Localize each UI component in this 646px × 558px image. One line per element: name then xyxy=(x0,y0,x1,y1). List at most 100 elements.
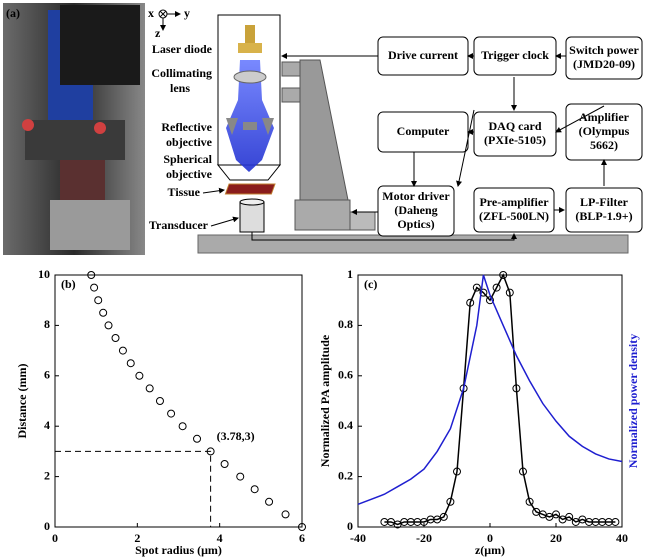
point xyxy=(178,422,187,431)
point xyxy=(99,308,108,317)
y-tick-label: 0.2 xyxy=(338,468,353,482)
box-label: Motor driver xyxy=(382,189,450,203)
x-tick-label: 0 xyxy=(52,531,58,545)
annotation-guide xyxy=(55,450,212,527)
panel-label: (c) xyxy=(364,277,377,291)
box-label: DAQ card xyxy=(489,119,542,133)
point xyxy=(525,497,534,506)
point xyxy=(220,460,229,468)
point xyxy=(193,434,202,443)
point xyxy=(439,512,448,521)
component-labels: Laser diode Collimating lens Reflective … xyxy=(149,42,239,232)
point xyxy=(90,283,99,292)
box-label: (ZFL-500LN) xyxy=(479,209,549,223)
y-tick-label: 2 xyxy=(44,468,50,482)
x-tick-label: 4 xyxy=(217,531,223,545)
plot-frame xyxy=(54,274,303,528)
component-label: Transducer xyxy=(149,218,209,232)
box-label: Switch power xyxy=(569,43,639,57)
x-tick-label: 6 xyxy=(299,531,305,545)
box-label: 5662) xyxy=(590,138,618,152)
point xyxy=(104,321,113,330)
box-label: Pre-amplifier xyxy=(479,195,549,209)
connectors xyxy=(251,53,607,241)
box-label: Drive current xyxy=(388,48,458,62)
point xyxy=(265,497,274,506)
box-label: (Olympus xyxy=(579,124,630,138)
optics xyxy=(197,14,629,254)
x-tick-label: 0 xyxy=(487,531,493,545)
box xyxy=(565,187,643,233)
point xyxy=(111,334,120,342)
point xyxy=(611,517,620,526)
y-tick-label: 4 xyxy=(44,418,50,432)
point xyxy=(167,409,176,418)
point xyxy=(505,288,514,297)
series-line xyxy=(357,274,623,506)
component-label: objective xyxy=(166,167,213,181)
y-tick-label: 6 xyxy=(44,368,50,382)
point xyxy=(118,346,127,355)
box-label: Optics) xyxy=(397,217,434,231)
axis-label: x xyxy=(148,6,154,20)
box-label: (BLP-1.9+) xyxy=(575,209,632,223)
x-axis-label: Spot radius (μm) xyxy=(135,543,222,557)
y-tick-label: 8 xyxy=(44,317,50,331)
point xyxy=(87,271,96,279)
photo xyxy=(3,3,145,255)
panel-label: (a) xyxy=(6,6,20,20)
point xyxy=(492,283,501,292)
x-tick-label: -20 xyxy=(416,531,432,545)
box-label: (PXIe-5105) xyxy=(484,133,546,147)
point xyxy=(281,510,290,519)
point xyxy=(94,296,103,305)
component-label: lens xyxy=(170,81,190,95)
y-tick-label: 0.8 xyxy=(338,317,353,331)
component-label: Reflective xyxy=(161,120,212,134)
component-label: Tissue xyxy=(168,185,201,199)
y-tick-label: 0.6 xyxy=(338,368,353,382)
box-label: Amplifier xyxy=(579,110,630,124)
block-diagram: Drive current Trigger clock Switch power(J… xyxy=(377,36,643,237)
y-tick-label: 0.4 xyxy=(338,418,353,432)
box-label: (JMD20-09) xyxy=(573,57,635,71)
box xyxy=(473,111,557,157)
x-tick-label: 2 xyxy=(134,531,140,545)
y-tick-label: 10 xyxy=(38,267,50,281)
y2-axis-label: Normalized power density xyxy=(626,334,640,468)
point xyxy=(446,497,455,506)
box xyxy=(565,36,643,80)
y-tick-label: 0 xyxy=(44,519,50,533)
point xyxy=(206,447,215,456)
y-tick-label: 1 xyxy=(347,267,353,281)
point xyxy=(155,397,164,405)
point xyxy=(250,485,259,494)
box-label: Computer xyxy=(397,124,450,138)
component-label: Collimating xyxy=(151,66,212,80)
x-tick-label: 20 xyxy=(550,531,562,545)
axis-label: y xyxy=(184,6,190,20)
point xyxy=(466,298,475,307)
y-tick-label: 0 xyxy=(347,519,353,533)
annotation: (3.78,3) xyxy=(217,429,255,443)
component-label: Spherical xyxy=(163,152,212,166)
point xyxy=(499,271,508,279)
point xyxy=(145,384,154,393)
axis-label: z xyxy=(155,26,161,40)
panel-label: (b) xyxy=(61,277,76,291)
point xyxy=(565,512,574,521)
component-label: objective xyxy=(166,135,213,149)
box-label: Trigger clock xyxy=(481,48,549,62)
x-tick-label: 40 xyxy=(616,531,628,545)
component-label: Laser diode xyxy=(152,42,213,56)
y-axis-label: Distance (mm) xyxy=(15,364,29,439)
x-axis-label: z(μm) xyxy=(475,543,505,557)
y-axis-label: Normalized PA amplitude xyxy=(318,334,332,467)
box-label: LP-Filter xyxy=(580,195,629,209)
series-line xyxy=(384,273,616,526)
point xyxy=(236,472,245,481)
point xyxy=(298,523,306,531)
point xyxy=(453,467,461,476)
point xyxy=(479,288,488,297)
